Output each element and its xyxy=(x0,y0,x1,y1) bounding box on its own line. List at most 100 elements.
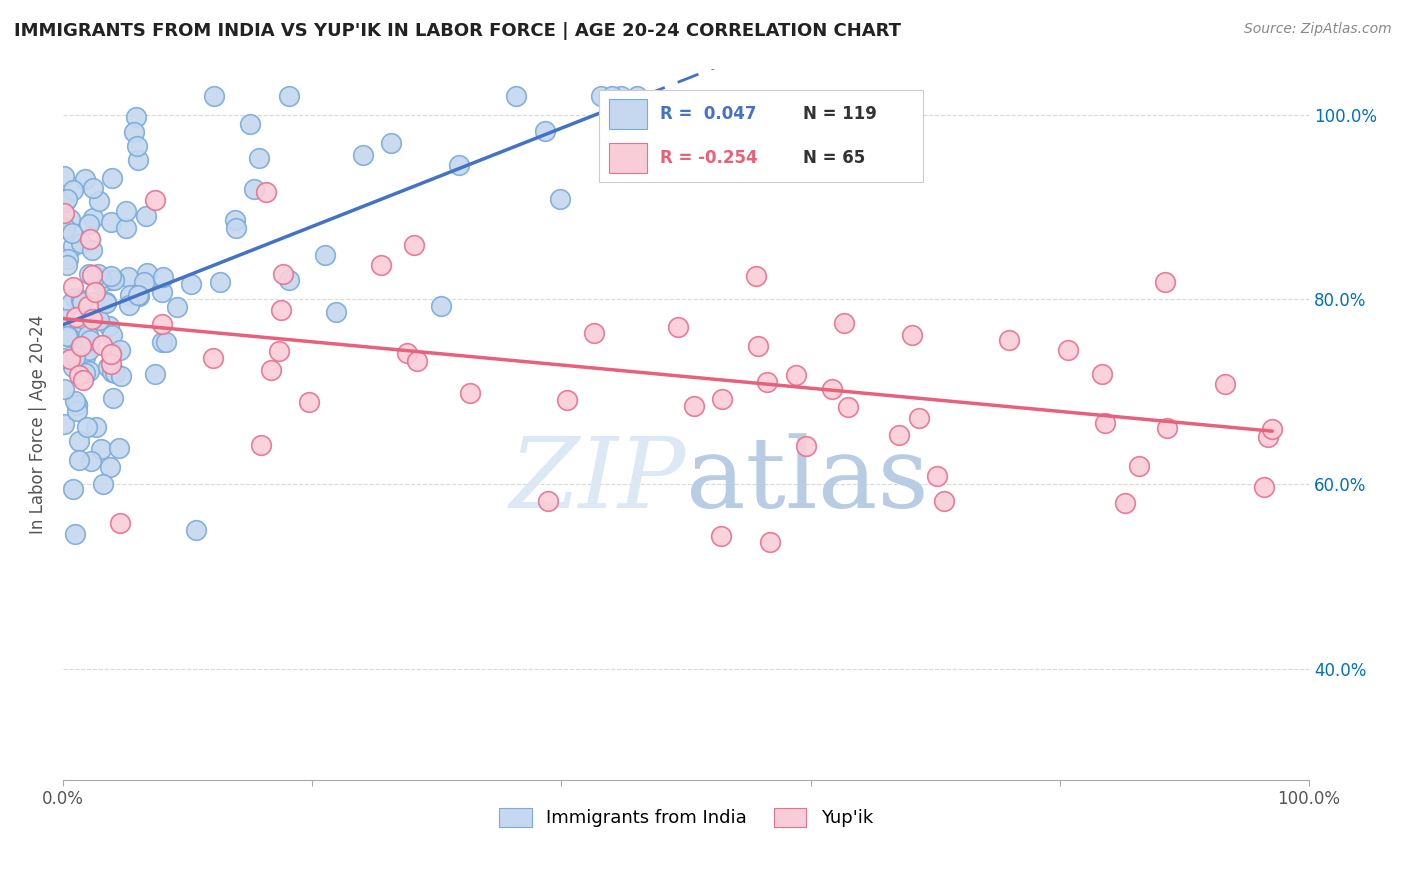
Point xyxy=(53,417,76,431)
Point xyxy=(66,404,89,418)
Point xyxy=(1213,376,1236,391)
Point xyxy=(1128,458,1150,473)
Point xyxy=(1094,416,1116,430)
Point xyxy=(98,460,121,475)
Point xyxy=(1257,430,1279,444)
Point xyxy=(837,401,859,415)
Point xyxy=(887,427,910,442)
Point xyxy=(87,194,110,208)
Point xyxy=(110,343,132,357)
Point xyxy=(224,212,246,227)
Point xyxy=(127,288,149,302)
Point xyxy=(76,420,98,434)
Point xyxy=(1114,496,1136,510)
Point xyxy=(901,328,924,343)
Point xyxy=(84,420,107,434)
Point xyxy=(62,279,84,293)
Point xyxy=(100,345,122,359)
Point xyxy=(53,312,76,326)
Point xyxy=(242,182,264,196)
Point xyxy=(87,313,110,327)
Point xyxy=(80,312,103,326)
Point xyxy=(115,203,138,218)
Point xyxy=(82,243,104,257)
Point xyxy=(405,354,427,368)
Point xyxy=(600,89,623,103)
Point xyxy=(1253,479,1275,493)
Point xyxy=(77,217,100,231)
Point xyxy=(1156,420,1178,434)
Point xyxy=(537,494,560,508)
Point xyxy=(269,343,291,358)
Point xyxy=(62,359,84,374)
Point xyxy=(794,439,817,453)
Point xyxy=(53,220,76,235)
Point xyxy=(127,153,149,168)
Point xyxy=(100,171,122,186)
Point xyxy=(314,248,336,262)
Point xyxy=(150,285,173,299)
Text: IMMIGRANTS FROM INDIA VS YUP'IK IN LABOR FORCE | AGE 20-24 CORRELATION CHART: IMMIGRANTS FROM INDIA VS YUP'IK IN LABOR… xyxy=(14,22,901,40)
Point xyxy=(548,192,571,206)
Point xyxy=(98,318,121,333)
Point xyxy=(298,395,321,409)
Point xyxy=(73,366,96,380)
Point xyxy=(56,252,79,267)
Point xyxy=(90,442,112,456)
Point xyxy=(97,360,120,375)
Point xyxy=(103,272,125,286)
Point xyxy=(84,285,107,299)
Point xyxy=(70,339,93,353)
Point xyxy=(259,363,281,377)
Point xyxy=(73,172,96,186)
Point xyxy=(100,268,122,283)
Point xyxy=(55,258,77,272)
Point xyxy=(66,329,89,343)
Point xyxy=(395,346,418,360)
Text: Source: ZipAtlas.com: Source: ZipAtlas.com xyxy=(1244,22,1392,37)
Point xyxy=(589,89,612,103)
Point xyxy=(101,365,124,379)
Point xyxy=(1261,422,1284,436)
Point xyxy=(59,212,82,227)
Point xyxy=(115,221,138,235)
Point xyxy=(53,382,76,396)
Point xyxy=(110,369,132,384)
Point xyxy=(135,209,157,223)
Point xyxy=(254,185,277,199)
Point xyxy=(128,289,150,303)
Point xyxy=(117,269,139,284)
Point xyxy=(118,298,141,312)
Point xyxy=(53,206,76,220)
Point xyxy=(759,535,782,549)
Point xyxy=(66,399,89,413)
Point xyxy=(82,181,104,195)
Point xyxy=(125,139,148,153)
Y-axis label: In Labor Force | Age 20-24: In Labor Force | Age 20-24 xyxy=(30,315,46,533)
Point xyxy=(447,158,470,172)
Point xyxy=(108,442,131,456)
Point xyxy=(582,326,605,340)
Point xyxy=(79,232,101,246)
Point xyxy=(70,235,93,250)
Point xyxy=(143,367,166,381)
Point xyxy=(108,516,131,531)
Point xyxy=(166,301,188,315)
Point xyxy=(610,89,633,103)
Point xyxy=(100,357,122,371)
Point xyxy=(278,89,301,103)
Point xyxy=(633,152,655,166)
Point xyxy=(101,328,124,343)
Point xyxy=(67,434,90,449)
Point xyxy=(91,476,114,491)
Point xyxy=(143,193,166,207)
Point xyxy=(710,529,733,543)
Point xyxy=(73,350,96,364)
Point xyxy=(821,382,844,396)
Point xyxy=(666,320,689,334)
Point xyxy=(65,393,87,408)
Point xyxy=(682,399,704,413)
Point xyxy=(1091,367,1114,381)
Point xyxy=(77,327,100,342)
Point xyxy=(132,275,155,289)
